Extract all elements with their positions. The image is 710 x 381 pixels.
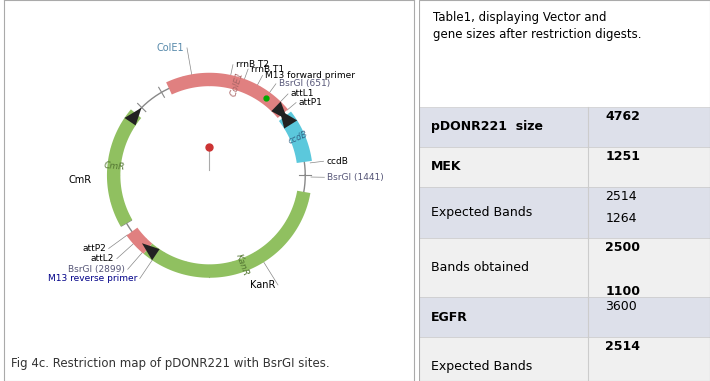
Polygon shape [142,243,160,260]
Text: BsrGI (1441): BsrGI (1441) [327,173,384,182]
Text: ccdB: ccdB [287,130,309,146]
FancyBboxPatch shape [419,107,710,147]
Text: 4762: 4762 [605,110,640,123]
Text: M13 reverse primer: M13 reverse primer [48,274,137,283]
Text: BsrGI (651): BsrGI (651) [279,79,330,88]
Text: KanR: KanR [234,253,251,278]
Text: attL1: attL1 [291,90,315,98]
Text: Fig 4c. Restriction map of pDONR221 with BsrGI sites.: Fig 4c. Restriction map of pDONR221 with… [11,357,329,370]
Text: attL2: attL2 [91,254,114,263]
Text: ColE1: ColE1 [229,70,246,97]
Text: attP2: attP2 [82,244,106,253]
Text: MEK: MEK [430,160,461,173]
Text: ccdB: ccdB [327,157,349,166]
Polygon shape [280,110,297,128]
Text: Expected Bands: Expected Bands [430,206,532,219]
FancyBboxPatch shape [419,337,710,381]
Text: CmR: CmR [69,175,92,185]
FancyBboxPatch shape [419,297,710,337]
Text: BsrGI (2899): BsrGI (2899) [68,265,125,274]
Text: rrnB T1: rrnB T1 [251,64,284,74]
Text: EGFR: EGFR [430,311,467,324]
Polygon shape [124,108,141,125]
Polygon shape [143,191,310,278]
FancyBboxPatch shape [419,238,710,297]
Text: ColE1: ColE1 [156,43,184,53]
Text: 1251: 1251 [605,150,640,163]
Text: 2514

3600: 2514 3600 [605,340,640,381]
Polygon shape [271,101,288,120]
Polygon shape [166,73,288,118]
Text: 3600: 3600 [605,300,637,313]
FancyBboxPatch shape [419,147,710,187]
Text: Table1, displaying Vector and
gene sizes after restriction digests.: Table1, displaying Vector and gene sizes… [433,11,642,42]
FancyBboxPatch shape [419,187,710,238]
Text: M13 forward primer: M13 forward primer [266,71,356,80]
Text: KanR: KanR [250,280,275,290]
Text: rrnB T2: rrnB T2 [236,60,269,69]
Text: CmR: CmR [103,162,125,172]
Text: pDONR221  size: pDONR221 size [430,120,542,133]
Polygon shape [126,227,152,254]
Text: 2514
1264: 2514 1264 [605,190,637,225]
Polygon shape [279,112,312,163]
Text: 2500

1100: 2500 1100 [605,241,640,298]
Text: Bands obtained: Bands obtained [430,261,528,274]
Text: attP1: attP1 [299,98,323,107]
Polygon shape [107,109,141,227]
Text: Expected Bands: Expected Bands [430,360,532,373]
